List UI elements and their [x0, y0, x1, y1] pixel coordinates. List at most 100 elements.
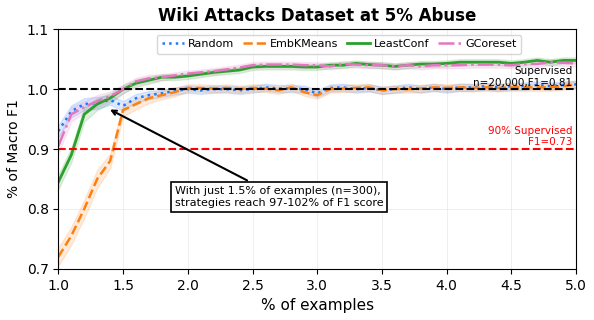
Random: [456, 85, 463, 89]
EmbKMeans: [210, 87, 217, 91]
Random: [94, 101, 101, 105]
LeastConf: [314, 65, 321, 69]
EmbKMeans: [171, 90, 178, 94]
GCoreset: [340, 62, 347, 66]
LeastConf: [391, 65, 399, 68]
GCoreset: [573, 61, 580, 65]
LeastConf: [81, 112, 88, 116]
LeastConf: [197, 72, 204, 76]
Random: [210, 87, 217, 91]
Random: [508, 84, 515, 88]
EmbKMeans: [405, 87, 412, 91]
Line: Random: Random: [58, 84, 576, 131]
Random: [365, 86, 372, 90]
EmbKMeans: [184, 86, 191, 90]
Random: [482, 84, 489, 88]
GCoreset: [68, 112, 75, 116]
Random: [521, 84, 528, 88]
EmbKMeans: [275, 88, 282, 92]
LeastConf: [443, 61, 450, 65]
LeastConf: [405, 63, 412, 67]
Random: [495, 85, 502, 89]
GCoreset: [534, 62, 541, 66]
GCoreset: [223, 68, 230, 71]
X-axis label: % of examples: % of examples: [261, 298, 374, 313]
LeastConf: [184, 74, 191, 78]
EmbKMeans: [287, 85, 295, 89]
Random: [327, 86, 334, 90]
GCoreset: [55, 144, 62, 148]
LeastConf: [417, 62, 424, 66]
GCoreset: [327, 65, 334, 68]
EmbKMeans: [236, 87, 243, 91]
Random: [68, 109, 75, 113]
LeastConf: [223, 69, 230, 73]
EmbKMeans: [443, 86, 450, 90]
LeastConf: [340, 63, 347, 67]
Random: [132, 96, 140, 100]
GCoreset: [469, 63, 476, 67]
EmbKMeans: [55, 255, 62, 259]
Title: Wiki Attacks Dataset at 5% Abuse: Wiki Attacks Dataset at 5% Abuse: [158, 7, 476, 25]
Random: [405, 85, 412, 89]
GCoreset: [508, 63, 515, 67]
Random: [417, 87, 424, 91]
Random: [146, 93, 153, 97]
EmbKMeans: [365, 85, 372, 89]
LeastConf: [469, 60, 476, 64]
GCoreset: [352, 63, 359, 67]
LeastConf: [106, 96, 113, 100]
GCoreset: [430, 63, 437, 67]
Random: [534, 83, 541, 87]
Y-axis label: % of Macro F1: % of Macro F1: [7, 100, 21, 198]
EmbKMeans: [469, 86, 476, 90]
GCoreset: [81, 105, 88, 109]
EmbKMeans: [560, 84, 567, 88]
EmbKMeans: [546, 85, 554, 89]
Random: [560, 83, 567, 87]
Random: [378, 88, 386, 92]
LeastConf: [210, 70, 217, 74]
GCoreset: [159, 75, 166, 79]
LeastConf: [171, 75, 178, 79]
EmbKMeans: [68, 234, 75, 238]
GCoreset: [456, 63, 463, 67]
EmbKMeans: [352, 86, 359, 90]
LeastConf: [327, 63, 334, 67]
EmbKMeans: [573, 83, 580, 86]
LeastConf: [236, 68, 243, 72]
GCoreset: [146, 76, 153, 80]
Random: [340, 85, 347, 89]
Random: [81, 102, 88, 106]
Random: [223, 87, 230, 91]
EmbKMeans: [106, 159, 113, 163]
GCoreset: [171, 74, 178, 77]
EmbKMeans: [417, 87, 424, 91]
Random: [249, 87, 256, 91]
LeastConf: [262, 65, 269, 68]
Random: [301, 87, 308, 91]
EmbKMeans: [508, 85, 515, 89]
Random: [262, 85, 269, 89]
GCoreset: [405, 63, 412, 67]
GCoreset: [301, 63, 308, 67]
LeastConf: [275, 65, 282, 68]
Random: [352, 87, 359, 91]
EmbKMeans: [249, 86, 256, 90]
Random: [573, 83, 580, 86]
Random: [55, 129, 62, 133]
GCoreset: [417, 65, 424, 68]
Random: [106, 98, 113, 102]
GCoreset: [132, 79, 140, 83]
LeastConf: [495, 60, 502, 64]
LeastConf: [132, 81, 140, 85]
Random: [197, 88, 204, 92]
EmbKMeans: [132, 102, 140, 106]
GCoreset: [314, 63, 321, 67]
LeastConf: [68, 153, 75, 157]
Line: GCoreset: GCoreset: [58, 62, 576, 146]
EmbKMeans: [119, 108, 127, 112]
LeastConf: [573, 59, 580, 62]
LeastConf: [482, 60, 489, 64]
EmbKMeans: [534, 85, 541, 89]
